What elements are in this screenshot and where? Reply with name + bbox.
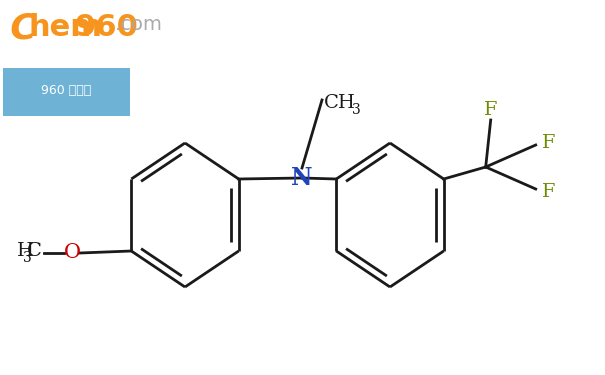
Text: F: F xyxy=(484,101,497,119)
Text: 3: 3 xyxy=(23,251,32,265)
Text: .com: .com xyxy=(115,15,163,34)
Text: 960: 960 xyxy=(74,13,139,42)
Text: CH: CH xyxy=(324,94,356,112)
Text: 3: 3 xyxy=(352,103,361,117)
Text: N: N xyxy=(291,166,313,190)
Text: C: C xyxy=(27,242,42,260)
Text: O: O xyxy=(64,243,80,262)
Text: hem: hem xyxy=(28,13,102,42)
Text: 960 化工网: 960 化工网 xyxy=(41,84,92,96)
Text: H: H xyxy=(17,242,34,260)
FancyBboxPatch shape xyxy=(3,68,130,116)
Text: C: C xyxy=(3,11,37,45)
Text: F: F xyxy=(542,183,555,201)
Text: F: F xyxy=(542,134,555,152)
